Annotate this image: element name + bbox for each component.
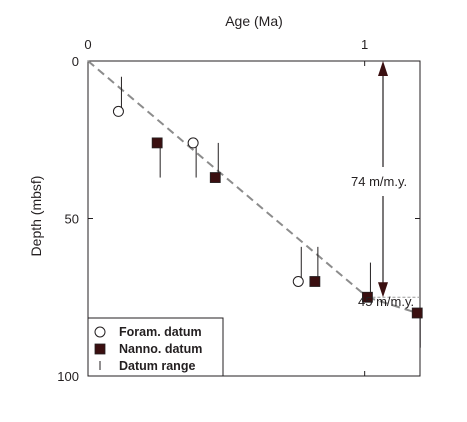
datum-markers <box>112 105 423 319</box>
y-tick-label: 0 <box>72 54 79 69</box>
trend-lines <box>87 60 418 314</box>
nanno-datum-point <box>362 291 373 303</box>
y-tick-label: 100 <box>57 369 79 384</box>
trend-line-2 <box>367 296 418 314</box>
legend-nanno-label: Nanno. datum <box>119 342 202 356</box>
legend: Foram. datum Nanno. datum Datum range <box>87 317 224 377</box>
legend-box <box>87 317 224 377</box>
legend-filled-square-marker <box>94 343 106 355</box>
x-tick-label: 0 <box>84 37 91 52</box>
nanno-datum-point <box>151 137 163 149</box>
x-tick-label: 1 <box>361 37 368 52</box>
legend-range-label: Datum range <box>119 359 195 373</box>
rate-arrow <box>378 61 388 298</box>
x-axis-title: Age (Ma) <box>225 13 283 29</box>
lower-rate-label: 45 m/m.y. <box>358 294 414 309</box>
foram-datum-point <box>112 105 124 117</box>
y-tick-label: 50 <box>65 212 79 227</box>
arrow-head-up <box>378 61 388 76</box>
datum-ranges <box>120 76 421 348</box>
legend-open-circle-marker <box>94 326 106 338</box>
y-axis-title: Depth (mbsf) <box>28 176 44 257</box>
legend-foram-label: Foram. datum <box>119 325 202 339</box>
nanno-datum-point <box>309 276 321 287</box>
arrow-head-down <box>378 282 388 298</box>
foram-datum-point <box>187 137 199 149</box>
foram-datum-point <box>292 276 304 287</box>
nanno-datum-point <box>209 172 221 183</box>
upper-rate-label: 74 m/m.y. <box>351 174 407 189</box>
nanno-datum-point <box>411 307 423 319</box>
trend-line-1 <box>87 60 369 299</box>
